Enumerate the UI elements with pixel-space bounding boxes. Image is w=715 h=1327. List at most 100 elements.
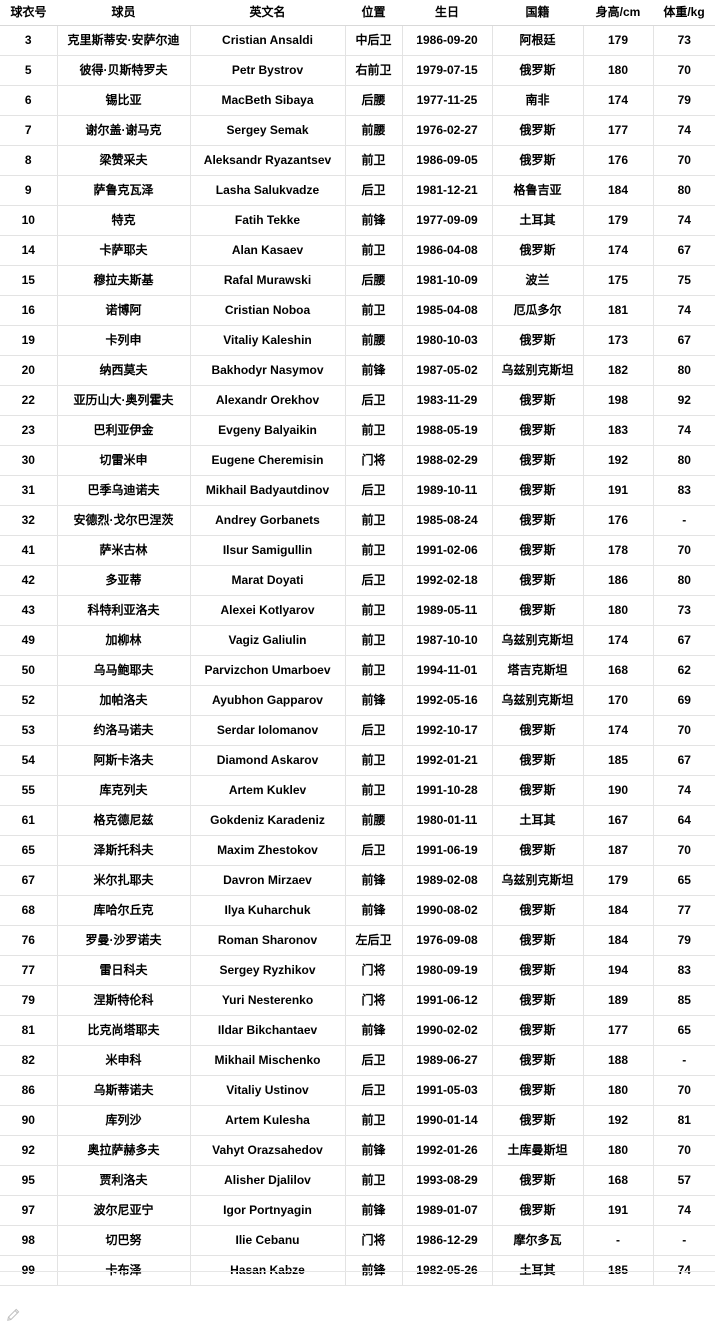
- table-row[interactable]: 19 卡列申 Vitaliy Kaleshin 前腰 1980-10-03 俄罗斯 173 6…: [0, 325, 715, 356]
- cell-height: 167: [583, 805, 654, 836]
- table-row[interactable]: 54 阿斯卡洛夫 Diamond Askarov 前卫 1992-01-21 俄罗斯 185…: [0, 745, 715, 776]
- cell-birthday: 1992-02-18: [402, 565, 493, 596]
- cell-birthday: 1990-08-02: [402, 895, 493, 926]
- cell-position: 前锋: [345, 1195, 403, 1226]
- table-row[interactable]: 10 特克 Fatih Tekke 前锋 1977-09-09 土耳其 179 74: [0, 205, 715, 236]
- cell-jersey-number: 99: [0, 1255, 58, 1286]
- table-row[interactable]: 14 卡萨耶夫 Alan Kasaev 前卫 1986-04-08 俄罗斯 174 67: [0, 235, 715, 266]
- cell-player-en: Serdar Iolomanov: [190, 715, 346, 746]
- cell-nationality: 俄罗斯: [492, 55, 584, 86]
- cell-height: 178: [583, 535, 654, 566]
- cell-weight: 67: [653, 235, 715, 266]
- table-row[interactable]: 5 彼得·贝斯特罗夫 Petr Bystrov 右前卫 1979-07-15 俄罗斯 180…: [0, 55, 715, 86]
- table-row[interactable]: 99 卡布泽 Hasan Kabze 前锋 1982-05-26 土耳其 185 74: [0, 1255, 715, 1286]
- table-row[interactable]: 41 萨米古林 Ilsur Samigullin 前卫 1991-02-06 俄罗斯 178…: [0, 535, 715, 566]
- cell-player-en: Vitaliy Ustinov: [190, 1075, 346, 1106]
- table-row[interactable]: 82 米申科 Mikhail Mischenko 后卫 1989-06-27 俄罗斯 188…: [0, 1045, 715, 1076]
- cell-position: 左后卫: [345, 925, 403, 956]
- table-row[interactable]: 49 加柳林 Vagiz Galiulin 前卫 1987-10-10 乌兹别克斯坦 174…: [0, 625, 715, 656]
- table-row[interactable]: 16 诺博阿 Cristian Noboa 前卫 1985-04-08 厄瓜多尔 181 74: [0, 295, 715, 326]
- column-header-position[interactable]: 位置: [345, 0, 402, 26]
- table-row[interactable]: 65 泽斯托科夫 Maxim Zhestokov 后卫 1991-06-19 俄罗斯 187…: [0, 835, 715, 866]
- pencil-icon[interactable]: [6, 1308, 20, 1322]
- cell-jersey-number: 92: [0, 1135, 58, 1166]
- cell-height: 186: [583, 565, 654, 596]
- table-row[interactable]: 79 涅斯特伦科 Yuri Nesterenko 门将 1991-06-12 俄罗斯 189…: [0, 985, 715, 1016]
- table-row[interactable]: 67 米尔扎耶夫 Davron Mirzaev 前锋 1989-02-08 乌兹别克斯坦 1…: [0, 865, 715, 896]
- table-row[interactable]: 43 科特利亚洛夫 Alexei Kotlyarov 前卫 1989-05-11 俄罗斯 1…: [0, 595, 715, 626]
- table-row[interactable]: 30 切雷米申 Eugene Cheremisin 门将 1988-02-29 俄罗斯 19…: [0, 445, 715, 476]
- table-row[interactable]: 20 纳西莫夫 Bakhodyr Nasymov 前锋 1987-05-02 乌兹别克斯坦…: [0, 355, 715, 386]
- cell-player-en: Rafal Murawski: [190, 265, 346, 296]
- table-row[interactable]: 3 克里斯蒂安·安萨尔迪 Cristian Ansaldi 中后卫 1986-09-20…: [0, 25, 715, 56]
- column-header-birthday[interactable]: 生日: [402, 0, 492, 26]
- cell-weight: -: [653, 1045, 715, 1076]
- cell-player-cn: 克里斯蒂安·安萨尔迪: [57, 25, 191, 56]
- cell-position: 前卫: [345, 625, 403, 656]
- table-row[interactable]: 97 波尔尼亚宁 Igor Portnyagin 前锋 1989-01-07 俄罗斯 191…: [0, 1195, 715, 1226]
- table-row[interactable]: 32 安德烈·戈尔巴涅茨 Andrey Gorbanets 前卫 1985-08-24 俄…: [0, 505, 715, 536]
- table-row[interactable]: 50 乌马鲍耶夫 Parvizchon Umarboev 前卫 1994-11-01 塔吉…: [0, 655, 715, 686]
- cell-jersey-number: 22: [0, 385, 58, 416]
- cell-jersey-number: 43: [0, 595, 58, 626]
- cell-player-cn: 巴利亚伊金: [57, 415, 191, 446]
- cell-jersey-number: 98: [0, 1225, 58, 1256]
- cell-player-cn: 库克列夫: [57, 775, 191, 806]
- table-row[interactable]: 61 格克德尼兹 Gokdeniz Karadeniz 前腰 1980-01-11 土耳其…: [0, 805, 715, 836]
- table-row[interactable]: 52 加帕洛夫 Ayubhon Gapparov 前锋 1992-05-16 乌兹别克斯坦…: [0, 685, 715, 716]
- table-row[interactable]: 23 巴利亚伊金 Evgeny Balyaikin 前卫 1988-05-19 俄罗斯 18…: [0, 415, 715, 446]
- cell-height: 177: [583, 115, 654, 146]
- table-row[interactable]: 7 谢尔盖·谢马克 Sergey Semak 前腰 1976-02-27 俄罗斯 177 74: [0, 115, 715, 146]
- cell-player-en: Hasan Kabze: [190, 1255, 346, 1286]
- column-header-nationality[interactable]: 国籍: [492, 0, 583, 26]
- cell-player-cn: 雷日科夫: [57, 955, 191, 986]
- cell-birthday: 1986-04-08: [402, 235, 493, 266]
- cell-player-cn: 谢尔盖·谢马克: [57, 115, 191, 146]
- table-row[interactable]: 6 锡比亚 MacBeth Sibaya 后腰 1977-11-25 南非 174 79: [0, 85, 715, 116]
- table-row[interactable]: 81 比克尚塔耶夫 Ildar Bikchantaev 前锋 1990-02-02 俄罗斯…: [0, 1015, 715, 1046]
- cell-jersey-number: 31: [0, 475, 58, 506]
- cell-birthday: 1987-10-10: [402, 625, 493, 656]
- cell-nationality: 乌兹别克斯坦: [492, 865, 584, 896]
- table-row[interactable]: 77 雷日科夫 Sergey Ryzhikov 门将 1980-09-19 俄罗斯 194 8…: [0, 955, 715, 986]
- table-row[interactable]: 68 库哈尔丘克 Ilya Kuharchuk 前锋 1990-08-02 俄罗斯 184 7…: [0, 895, 715, 926]
- cell-height: 179: [583, 25, 654, 56]
- table-row[interactable]: 92 奥拉萨赫多夫 Vahyt Orazsahedov 前锋 1992-01-26 土库曼…: [0, 1135, 715, 1166]
- cell-player-en: Sergey Ryzhikov: [190, 955, 346, 986]
- footer-divider: [0, 1271, 715, 1272]
- cell-player-cn: 库列沙: [57, 1105, 191, 1136]
- column-header-weight[interactable]: 体重/kg: [653, 0, 715, 26]
- table-row[interactable]: 95 贾利洛夫 Alisher Djalilov 前卫 1993-08-29 俄罗斯 168…: [0, 1165, 715, 1196]
- table-row[interactable]: 86 乌斯蒂诺夫 Vitaliy Ustinov 后卫 1991-05-03 俄罗斯 180…: [0, 1075, 715, 1106]
- cell-nationality: 俄罗斯: [492, 415, 584, 446]
- cell-weight: 74: [653, 1255, 715, 1286]
- cell-height: 190: [583, 775, 654, 806]
- table-row[interactable]: 8 梁赞采夫 Aleksandr Ryazantsev 前卫 1986-09-05 俄罗斯…: [0, 145, 715, 176]
- cell-weight: 77: [653, 895, 715, 926]
- column-header-player-cn[interactable]: 球员: [57, 0, 190, 26]
- cell-height: 191: [583, 475, 654, 506]
- cell-birthday: 1976-09-08: [402, 925, 493, 956]
- table-row[interactable]: 15 穆拉夫斯基 Rafal Murawski 后腰 1981-10-09 波兰 175 75: [0, 265, 715, 296]
- cell-birthday: 1985-04-08: [402, 295, 493, 326]
- table-row[interactable]: 53 约洛马诺夫 Serdar Iolomanov 后卫 1992-10-17 俄罗斯 17…: [0, 715, 715, 746]
- cell-height: 180: [583, 1075, 654, 1106]
- cell-jersey-number: 97: [0, 1195, 58, 1226]
- table-row[interactable]: 31 巴季乌迪诺夫 Mikhail Badyautdinov 后卫 1989-10-11…: [0, 475, 715, 506]
- cell-height: 189: [583, 985, 654, 1016]
- cell-player-en: Mikhail Mischenko: [190, 1045, 346, 1076]
- column-header-player-en[interactable]: 英文名: [190, 0, 345, 26]
- column-header-jersey-number[interactable]: 球衣号: [0, 0, 57, 26]
- table-row[interactable]: 9 萨鲁克瓦泽 Lasha Salukvadze 后卫 1981-12-21 格鲁吉亚 18…: [0, 175, 715, 206]
- table-row[interactable]: 42 多亚蒂 Marat Doyati 后卫 1992-02-18 俄罗斯 186 80: [0, 565, 715, 596]
- table-row[interactable]: 76 罗曼·沙罗诺夫 Roman Sharonov 左后卫 1976-09-08 俄罗斯 1…: [0, 925, 715, 956]
- table-row[interactable]: 55 库克列夫 Artem Kuklev 前卫 1991-10-28 俄罗斯 190 74: [0, 775, 715, 806]
- cell-birthday: 1991-06-19: [402, 835, 493, 866]
- cell-player-cn: 亚历山大·奥列霍夫: [57, 385, 191, 416]
- table-row[interactable]: 98 切巴努 Ilie Cebanu 门将 1986-12-29 摩尔多瓦 - -: [0, 1225, 715, 1256]
- table-row[interactable]: 90 库列沙 Artem Kulesha 前卫 1990-01-14 俄罗斯 192 81: [0, 1105, 715, 1136]
- table-row[interactable]: 22 亚历山大·奥列霍夫 Alexandr Orekhov 后卫 1983-11-29 俄…: [0, 385, 715, 416]
- cell-weight: 70: [653, 1135, 715, 1166]
- cell-jersey-number: 90: [0, 1105, 58, 1136]
- column-header-height[interactable]: 身高/cm: [583, 0, 653, 26]
